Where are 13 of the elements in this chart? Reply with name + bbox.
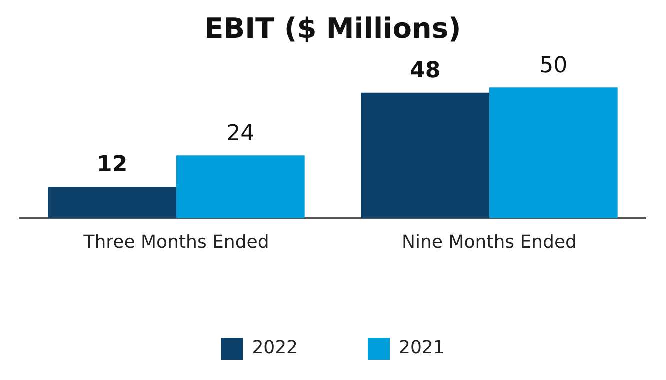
bar <box>48 187 176 218</box>
chart-title: EBIT ($ Millions) <box>204 12 462 46</box>
data-label: 12 <box>97 152 128 178</box>
x-tick-label: Three Months Ended <box>82 232 270 253</box>
legend-label: 2021 <box>399 338 445 359</box>
data-label: 48 <box>410 58 441 84</box>
bar <box>176 156 305 218</box>
legend-label: 2022 <box>252 338 298 359</box>
x-tick-label: Nine Months Ended <box>402 232 577 253</box>
bar <box>361 92 490 218</box>
data-label: 24 <box>226 121 255 146</box>
bar <box>490 88 618 218</box>
data-label: 50 <box>540 53 568 78</box>
